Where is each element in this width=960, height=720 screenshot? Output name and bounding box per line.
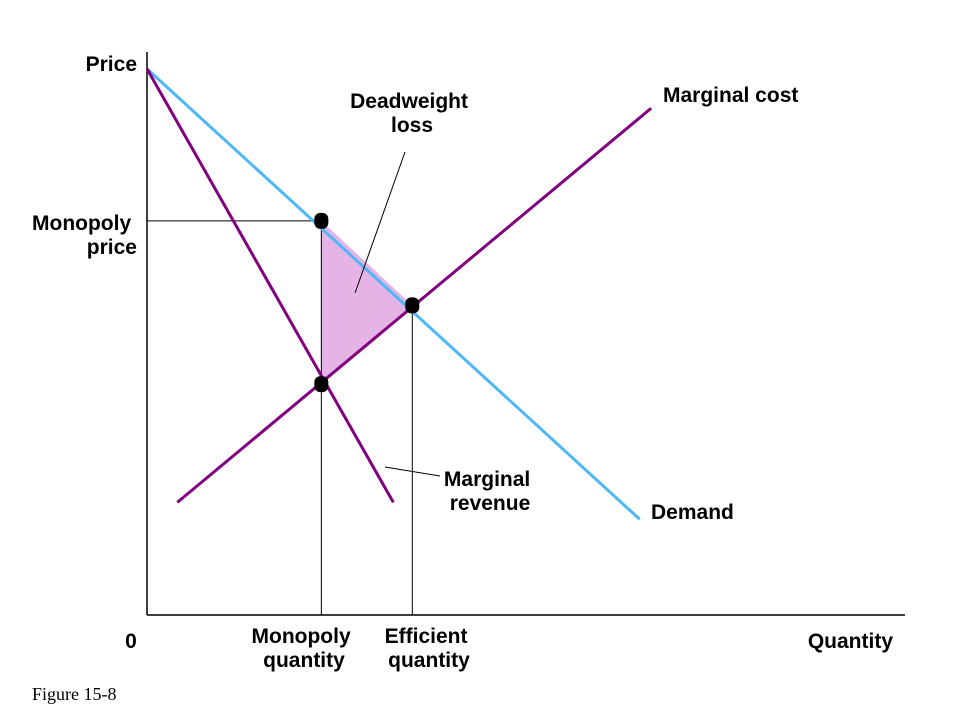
equilibrium-point-1 [314, 212, 329, 229]
origin-label: 0 [125, 630, 137, 653]
deadweight-loss-leader-line [354, 151, 406, 294]
equilibrium-point-2 [405, 297, 420, 314]
monopoly-price-label: Monopoly price [32, 212, 137, 259]
demand-curve [145, 67, 641, 521]
marginal-revenue-label: Marginal revenue [444, 468, 536, 515]
demand-label: Demand [651, 501, 734, 524]
deadweight-loss-label: Deadweight loss [350, 90, 474, 137]
marginal-cost-label: Marginal cost [663, 84, 798, 107]
equilibrium-point-3 [314, 376, 329, 393]
efficient-quantity-label: Efficient quantity [385, 625, 474, 672]
figure-caption: Figure 15-8 [32, 684, 117, 704]
monopoly-quantity-label: Monopoly quantity [252, 625, 357, 672]
deadweight-loss-area [321, 220, 413, 385]
key-points [314, 212, 420, 393]
x-axis-label: Quantity [808, 630, 893, 653]
marginal-revenue-leader-line [384, 466, 441, 477]
y-axis-label: Price [86, 53, 137, 76]
marginal-revenue-curve [145, 68, 395, 504]
